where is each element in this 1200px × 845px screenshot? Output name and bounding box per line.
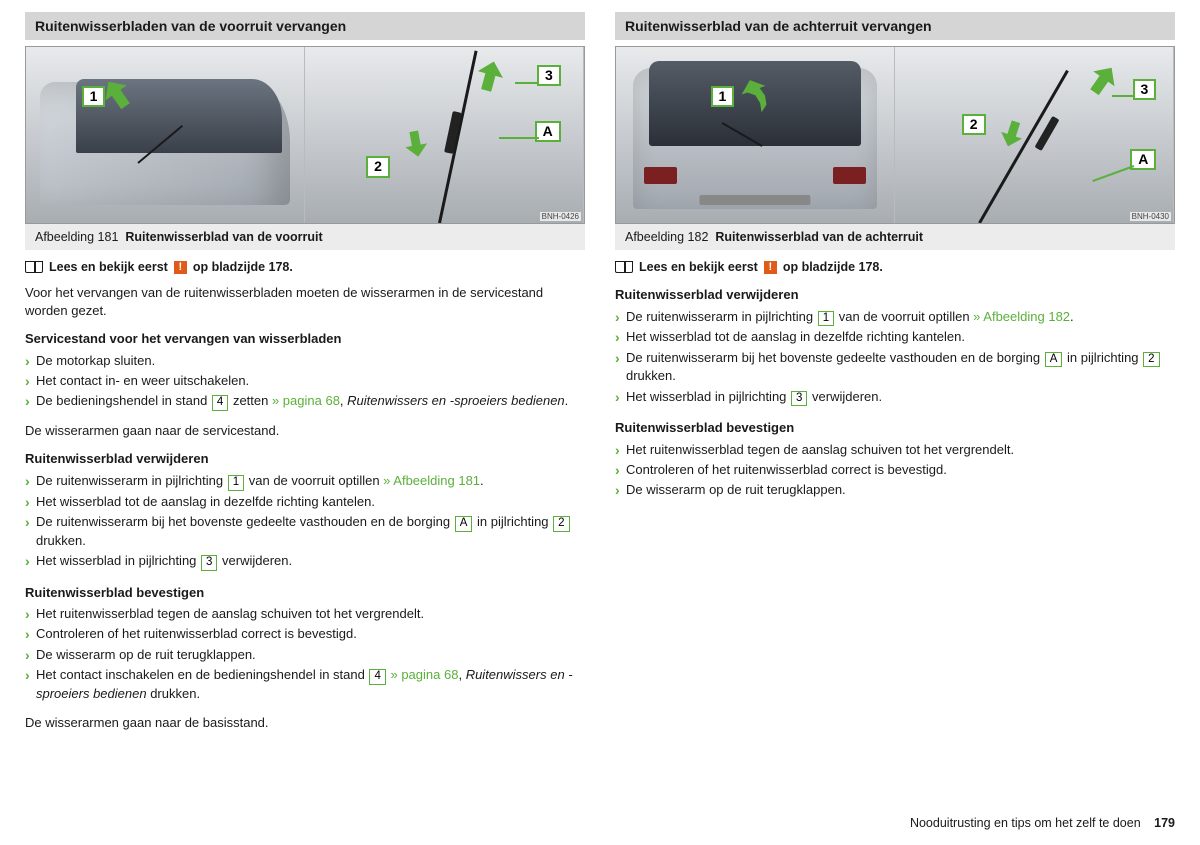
callout-3r: 3 [1133, 79, 1157, 100]
list-item: De bedieningshendel in stand 4 zetten » … [25, 392, 585, 411]
left-h3: Ruitenwisserblad bevestigen [25, 584, 585, 602]
read-first-tail-r: op bladzijde 178. [783, 260, 883, 274]
fig182-caption: Afbeelding 182 Ruitenwisserblad van de a… [615, 224, 1175, 250]
warn-icon: ! [174, 261, 187, 274]
list-item: Het wisserblad in pijlrichting 3 verwijd… [615, 388, 1175, 407]
figure-link[interactable]: » Afbeelding 182 [973, 309, 1070, 324]
list-item: Het wisserblad in pijlrichting 3 verwijd… [25, 552, 585, 571]
callout-1r: 1 [711, 86, 735, 107]
left-list2: De ruitenwisserarm in pijlrichting 1 van… [25, 472, 585, 573]
list-item: Het wisserblad tot de aanslag in dezelfd… [25, 493, 585, 511]
page-link[interactable]: » pagina 68 [272, 393, 340, 408]
ref-2r: 2 [1143, 352, 1159, 368]
figure-182: 1 2 3 A BNH-0430 [615, 46, 1175, 224]
page-number: 179 [1154, 816, 1175, 830]
list-item: De wisserarm op de ruit terugklappen. [615, 481, 1175, 499]
right-h1: Ruitenwisserblad verwijderen [615, 286, 1175, 304]
list-item: Het wisserblad tot de aanslag in dezelfd… [615, 328, 1175, 346]
list-item: Controleren of het ruitenwisserblad corr… [615, 461, 1175, 479]
ref-4b: 4 [369, 669, 385, 685]
book-icon [615, 261, 633, 273]
left-column: Ruitenwisserbladen van de voorruit verva… [25, 12, 585, 830]
warn-icon: ! [764, 261, 777, 274]
ref-3r: 3 [791, 391, 807, 407]
callout-Ar: A [1130, 149, 1156, 170]
fig181-right-half: 3 A 2 [305, 47, 584, 223]
read-first-text: Lees en bekijk eerst [49, 260, 168, 274]
ref-1r: 1 [818, 311, 834, 327]
read-first-text-r: Lees en bekijk eerst [639, 260, 758, 274]
callout-2: 2 [366, 156, 390, 177]
right-column: Ruitenwisserblad van de achterruit verva… [615, 12, 1175, 830]
list-item: De wisserarm op de ruit terugklappen. [25, 646, 585, 664]
list-item: Het contact inschakelen en de bedienings… [25, 666, 585, 703]
read-first-left: Lees en bekijk eerst ! op bladzijde 178. [25, 260, 585, 274]
right-list1: De ruitenwisserarm in pijlrichting 1 van… [615, 308, 1175, 409]
fig181-caption: Afbeelding 181 Ruitenwisserblad van de v… [25, 224, 585, 250]
callout-2r: 2 [962, 114, 986, 135]
ref-A: A [455, 516, 473, 532]
fig182-left-half: 1 [616, 47, 895, 223]
read-first-tail: op bladzijde 178. [193, 260, 293, 274]
right-h2: Ruitenwisserblad bevestigen [615, 419, 1175, 437]
right-list2: Het ruitenwisserblad tegen de aanslag sc… [615, 441, 1175, 502]
book-icon [25, 261, 43, 273]
page-link[interactable]: » pagina 68 [387, 667, 459, 682]
ref-4: 4 [212, 395, 228, 411]
list-item: De ruitenwisserarm bij het bovenste gede… [25, 513, 585, 550]
fig182-code: BNH-0430 [1130, 212, 1171, 221]
fig181-code: BNH-0426 [540, 212, 581, 221]
left-h2: Ruitenwisserblad verwijderen [25, 450, 585, 468]
page-footer: Nooduitrusting en tips om het zelf te do… [910, 816, 1175, 830]
left-list1: De motorkap sluiten. Het contact in- en … [25, 352, 585, 413]
list-item: De motorkap sluiten. [25, 352, 585, 370]
footer-section: Nooduitrusting en tips om het zelf te do… [910, 816, 1141, 830]
callout-1: 1 [82, 86, 106, 107]
ref-3: 3 [201, 555, 217, 571]
fig182-title: Ruitenwisserblad van de achterruit [715, 230, 923, 244]
list-item: De ruitenwisserarm in pijlrichting 1 van… [25, 472, 585, 491]
fig181-left-half: 1 [26, 47, 305, 223]
ref-2: 2 [553, 516, 569, 532]
figure-181: 1 3 A 2 BNH-0426 [25, 46, 585, 224]
fig181-number: Afbeelding 181 [35, 230, 118, 244]
read-first-right: Lees en bekijk eerst ! op bladzijde 178. [615, 260, 1175, 274]
ref-Ar: A [1045, 352, 1063, 368]
ref-1: 1 [228, 475, 244, 491]
list-item: De ruitenwisserarm in pijlrichting 1 van… [615, 308, 1175, 327]
list-item: De ruitenwisserarm bij het bovenste gede… [615, 349, 1175, 386]
left-section-header: Ruitenwisserbladen van de voorruit verva… [25, 12, 585, 40]
list-item: Controleren of het ruitenwisserblad corr… [25, 625, 585, 643]
left-after3: De wisserarmen gaan naar de basisstand. [25, 714, 585, 732]
fig182-right-half: 2 3 A [895, 47, 1174, 223]
left-after1: De wisserarmen gaan naar de servicestand… [25, 422, 585, 440]
fig181-title: Ruitenwisserblad van de voorruit [125, 230, 322, 244]
callout-A: A [535, 121, 561, 142]
list-item: Het ruitenwisserblad tegen de aanslag sc… [25, 605, 585, 623]
left-list3: Het ruitenwisserblad tegen de aanslag sc… [25, 605, 585, 705]
callout-3: 3 [537, 65, 561, 86]
list-item: Het contact in- en weer uitschakelen. [25, 372, 585, 390]
fig182-number: Afbeelding 182 [625, 230, 708, 244]
left-h1: Servicestand voor het vervangen van wiss… [25, 330, 585, 348]
list-item: Het ruitenwisserblad tegen de aanslag sc… [615, 441, 1175, 459]
left-intro: Voor het vervangen van de ruitenwisserbl… [25, 284, 585, 319]
right-section-header: Ruitenwisserblad van de achterruit verva… [615, 12, 1175, 40]
figure-link[interactable]: » Afbeelding 181 [383, 473, 480, 488]
